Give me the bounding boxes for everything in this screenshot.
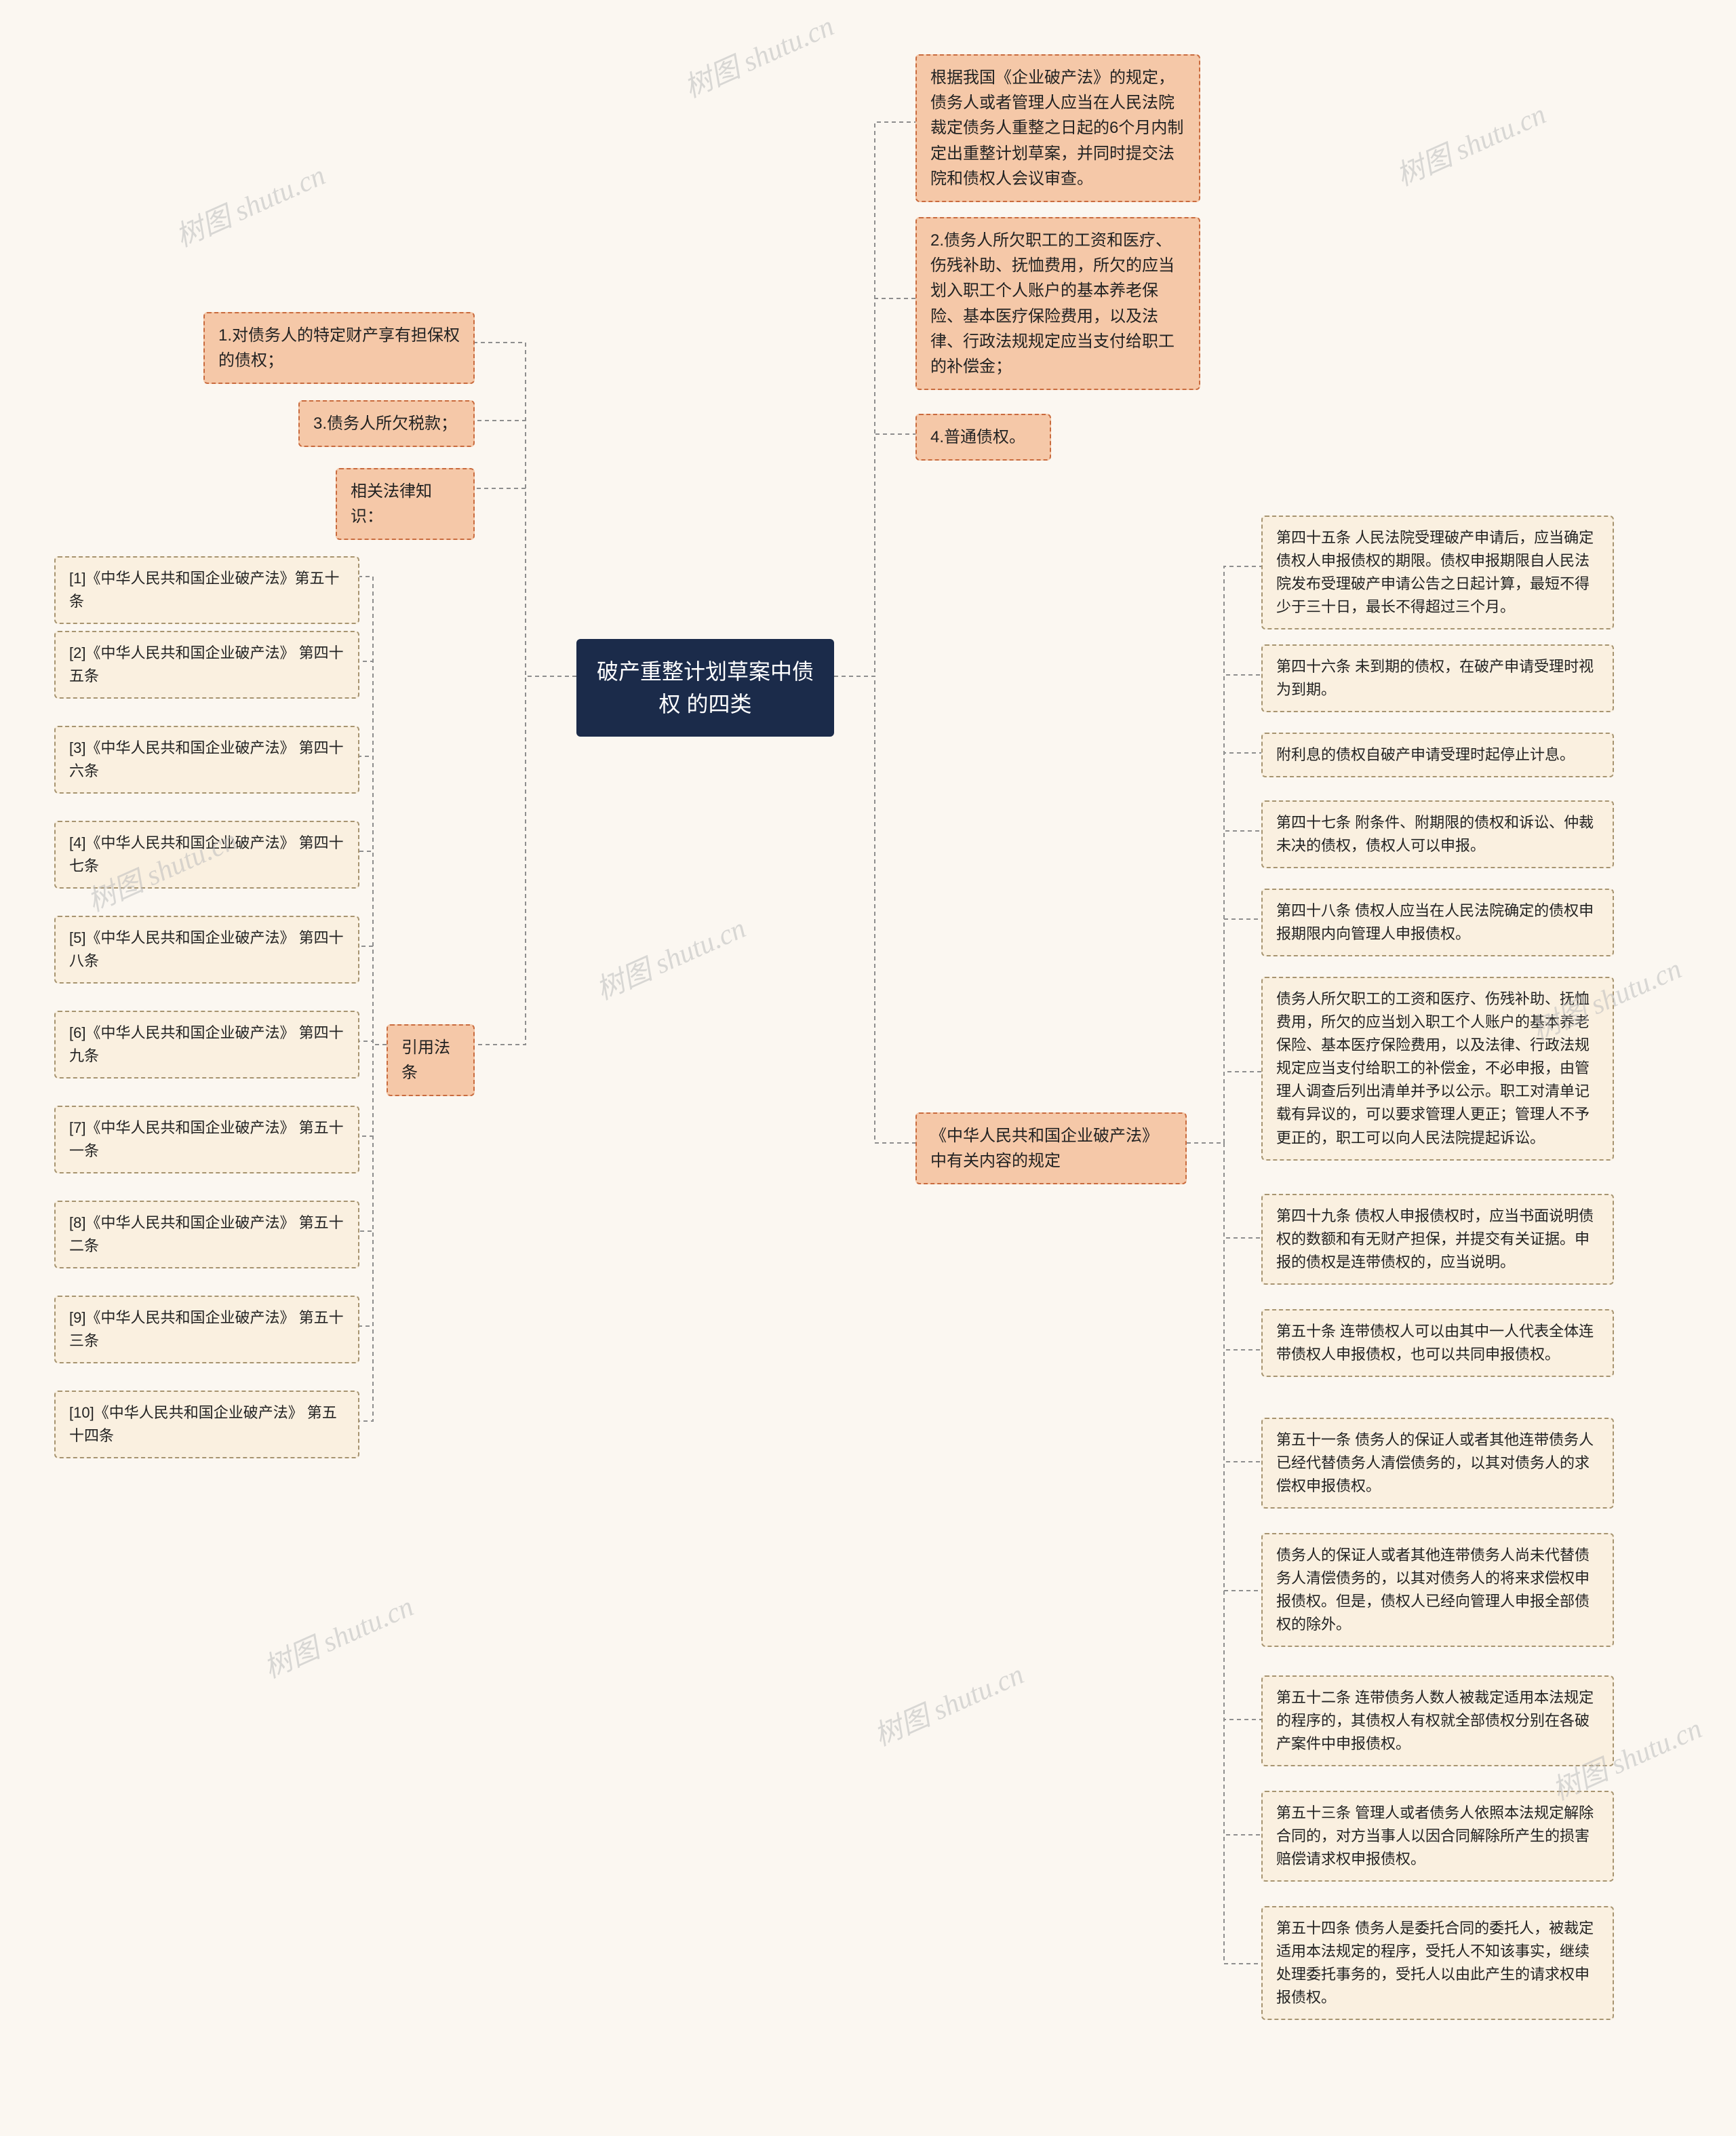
node-d3: 附利息的债权自破产申请受理时起停止计息。 <box>1261 733 1614 777</box>
node-r3: 4.普通债权。 <box>915 414 1051 461</box>
watermark: 树图 shutu.cn <box>168 153 331 256</box>
node-d8: 第五十条 连带债权人可以由其中一人代表全体连带债权人申报债权，也可以共同申报债权… <box>1261 1309 1614 1377</box>
node-d4: 第四十七条 附条件、附期限的债权和诉讼、仲裁未决的债权，债权人可以申报。 <box>1261 800 1614 868</box>
watermark: 树图 shutu.cn <box>589 906 751 1009</box>
node-c10: [10]《中华人民共和国企业破产法》 第五十四条 <box>54 1391 359 1458</box>
node-l1: 1.对债务人的特定财产享有担保权的债权； <box>203 312 475 384</box>
node-c2: [2]《中华人民共和国企业破产法》 第四十五条 <box>54 631 359 699</box>
node-c5: [5]《中华人民共和国企业破产法》 第四十八条 <box>54 916 359 984</box>
node-d13: 第五十四条 债务人是委托合同的委托人，被裁定适用本法规定的程序，受托人不知该事实… <box>1261 1906 1614 2020</box>
watermark: 树图 shutu.cn <box>677 3 840 106</box>
node-d9: 第五十一条 债务人的保证人或者其他连带债务人已经代替债务人清偿债务的，以其对债务… <box>1261 1418 1614 1509</box>
node-d11: 第五十二条 连带债务人数人被裁定适用本法规定的程序的，其债权人有权就全部债权分别… <box>1261 1675 1614 1766</box>
watermark: 树图 shutu.cn <box>1389 92 1552 195</box>
node-d5: 第四十八条 债权人应当在人民法院确定的债权申报期限内向管理人申报债权。 <box>1261 889 1614 956</box>
node-l2: 3.债务人所欠税款； <box>298 400 475 447</box>
node-r1: 根据我国《企业破产法》的规定，债务人或者管理人应当在人民法院裁定债务人重整之日起… <box>915 54 1200 202</box>
node-d2: 第四十六条 未到期的债权，在破产申请受理时视为到期。 <box>1261 644 1614 712</box>
node-c3: [3]《中华人民共和国企业破产法》 第四十六条 <box>54 726 359 794</box>
node-c7: [7]《中华人民共和国企业破产法》 第五十一条 <box>54 1106 359 1173</box>
node-l3: 相关法律知识： <box>336 468 475 540</box>
node-c9: [9]《中华人民共和国企业破产法》 第五十三条 <box>54 1296 359 1363</box>
node-r4: 《中华人民共和国企业破产法》中有关内容的规定 <box>915 1112 1187 1184</box>
node-d7: 第四十九条 债权人申报债权时，应当书面说明债权的数额和有无财产担保，并提交有关证… <box>1261 1194 1614 1285</box>
watermark: 树图 shutu.cn <box>256 1584 419 1687</box>
node-d1: 第四十五条 人民法院受理破产申请后，应当确定债权人申报债权的期限。债权申报期限自… <box>1261 516 1614 629</box>
node-l4: 引用法条 <box>387 1024 475 1096</box>
node-root: 破产重整计划草案中债权 的四类 <box>576 639 834 737</box>
node-c1: [1]《中华人民共和国企业破产法》第五十条 <box>54 556 359 624</box>
node-c8: [8]《中华人民共和国企业破产法》 第五十二条 <box>54 1201 359 1268</box>
watermark: 树图 shutu.cn <box>867 1652 1029 1755</box>
node-c6: [6]《中华人民共和国企业破产法》 第四十九条 <box>54 1011 359 1079</box>
node-d10: 债务人的保证人或者其他连带债务人尚未代替债务人清偿债务的，以其对债务人的将来求偿… <box>1261 1533 1614 1647</box>
node-r2: 2.债务人所欠职工的工资和医疗、伤残补助、抚恤费用，所欠的应当划入职工个人账户的… <box>915 217 1200 390</box>
